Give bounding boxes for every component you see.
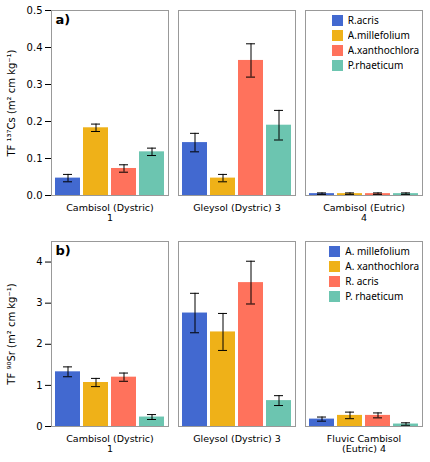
svg-text:Fluvic Cambisol(Eutric) 4: Fluvic Cambisol(Eutric) 4	[327, 433, 401, 454]
svg-text:3: 3	[36, 297, 42, 308]
html-text:P.rhaeticum: P.rhaeticum	[347, 58, 404, 72]
svg-text:Gleysol (Dystric) 3: Gleysol (Dystric) 3	[193, 433, 281, 444]
html-text:P. rhaeticum: P. rhaeticum	[345, 289, 404, 303]
svg-text:Gleysol (Dystric) 3: Gleysol (Dystric) 3	[193, 202, 281, 213]
svg-text:0: 0	[36, 421, 42, 432]
html-text:A.xanthochlora: A.xanthochlora	[347, 43, 419, 57]
svg-text:0.5: 0.5	[27, 5, 43, 16]
svg-text:TF ⁹⁰Sr (m² cm kg⁻¹): TF ⁹⁰Sr (m² cm kg⁻¹)	[6, 283, 17, 385]
html-text:A. xanthochlora: A. xanthochlora	[345, 259, 419, 273]
svg-text:0.1: 0.1	[27, 153, 43, 164]
html-text:A. millefolium: A. millefolium	[345, 244, 410, 258]
svg-text:Cambisol (Dystric)1: Cambisol (Dystric)1	[66, 433, 154, 454]
svg-text:TF ¹³⁷Cs (m² cm kg⁻¹): TF ¹³⁷Cs (m² cm kg⁻¹)	[6, 49, 17, 157]
svg-text:b): b)	[56, 243, 71, 258]
html-text:R. acris: R. acris	[345, 274, 379, 288]
svg-text:0.3: 0.3	[27, 79, 43, 90]
svg-text:0.2: 0.2	[27, 116, 43, 127]
svg-text:0.4: 0.4	[27, 42, 43, 53]
svg-text:4: 4	[36, 256, 42, 267]
svg-text:2: 2	[36, 338, 42, 349]
svg-text:Cambisol (Dystric)1: Cambisol (Dystric)1	[66, 202, 154, 223]
svg-text:Cambisol (Eutric)4: Cambisol (Eutric)4	[323, 202, 405, 223]
svg-text:a): a)	[56, 12, 71, 27]
html-text:A.millefolium: A.millefolium	[347, 28, 410, 42]
svg-text:0.0: 0.0	[27, 190, 43, 201]
svg-text:1: 1	[36, 380, 42, 391]
html-text:R.acris: R.acris	[347, 13, 379, 27]
